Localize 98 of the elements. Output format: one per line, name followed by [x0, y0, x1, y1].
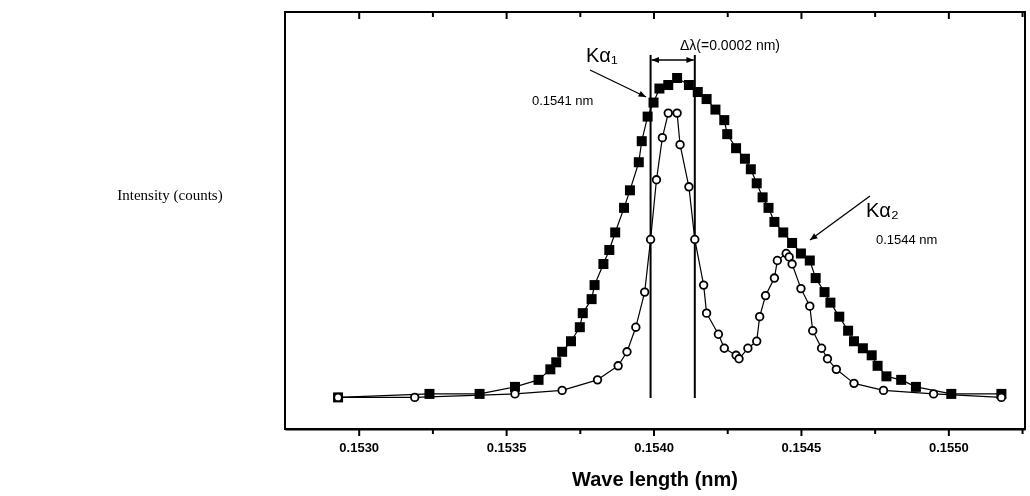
point: [565, 336, 576, 347]
point: [866, 350, 877, 361]
point: [739, 153, 750, 164]
point: [769, 273, 780, 283]
point: [684, 182, 694, 192]
point: [804, 255, 815, 266]
point: [810, 273, 821, 284]
point: [896, 374, 907, 385]
point: [713, 329, 724, 339]
point: [675, 139, 685, 150]
point: [784, 252, 794, 262]
point: [663, 80, 674, 91]
point: [752, 336, 762, 346]
point: [787, 259, 797, 269]
x-axis-title: Wave length (nm): [572, 468, 738, 490]
point: [557, 346, 568, 357]
point: [796, 283, 806, 294]
point: [763, 202, 774, 213]
point: [636, 136, 647, 147]
point: [692, 87, 703, 98]
point: [751, 178, 762, 189]
point: [843, 325, 854, 336]
point: [645, 234, 656, 245]
point: [757, 192, 768, 203]
point: [624, 185, 635, 196]
annotation: 0.1544 nm: [876, 232, 938, 247]
point: [604, 244, 615, 255]
point: [701, 94, 712, 105]
point: [805, 301, 815, 311]
x-tick-label: 0.1535: [486, 439, 527, 455]
point: [734, 354, 744, 364]
point: [622, 347, 632, 357]
point: [722, 129, 733, 140]
point: [825, 297, 836, 308]
point: [672, 73, 683, 83]
point: [410, 392, 420, 403]
point: [710, 104, 721, 115]
point: [598, 259, 609, 270]
point: [577, 308, 588, 319]
point: [849, 336, 859, 347]
point: [610, 227, 621, 238]
point: [633, 157, 644, 168]
point: [878, 385, 889, 396]
point: [642, 111, 653, 122]
point: [772, 255, 783, 266]
y-axis-title: Intensity (counts): [117, 187, 223, 204]
point: [589, 280, 600, 291]
x-tick-label: 0.1540: [634, 439, 674, 455]
point: [592, 375, 603, 385]
point: [701, 308, 712, 318]
point: [857, 343, 868, 354]
x-tick-label: 0.1545: [781, 439, 822, 455]
point: [690, 234, 700, 245]
point: [745, 164, 756, 175]
point: [672, 108, 682, 118]
point: [586, 294, 597, 305]
point: [743, 343, 753, 353]
point: [760, 290, 771, 301]
point: [719, 343, 729, 353]
point: [557, 385, 567, 396]
point: [769, 216, 780, 227]
point: [872, 360, 883, 371]
point: [533, 374, 544, 385]
point: [831, 364, 842, 375]
point: [808, 326, 818, 336]
point: [754, 311, 765, 322]
point: [657, 132, 668, 143]
point: [910, 381, 921, 392]
point: [551, 357, 562, 368]
annotation: Kα₂: [866, 199, 899, 221]
point: [683, 80, 694, 91]
point: [613, 361, 623, 371]
point: [719, 115, 730, 126]
point: [663, 108, 673, 118]
point: [778, 227, 789, 238]
point: [822, 354, 833, 364]
point: [648, 97, 659, 108]
point: [787, 237, 798, 248]
point: [795, 248, 806, 259]
point: [928, 389, 939, 399]
text: Δλ(=0.0002 nm): [680, 37, 781, 53]
point: [651, 175, 662, 185]
point: [698, 280, 709, 290]
point: [834, 311, 845, 322]
point: [654, 83, 665, 94]
text: Kα₁: [586, 44, 618, 66]
annotation: 0.1541 nm: [532, 93, 594, 108]
point: [619, 202, 630, 213]
point: [639, 287, 650, 297]
x-tick-label: 0.1530: [339, 439, 380, 455]
point: [731, 143, 742, 154]
point: [849, 378, 859, 389]
x-tick-label: 0.1550: [928, 439, 969, 455]
point: [631, 322, 641, 332]
point: [881, 371, 892, 382]
point: [816, 343, 827, 353]
point: [819, 287, 830, 298]
point: [574, 322, 585, 333]
